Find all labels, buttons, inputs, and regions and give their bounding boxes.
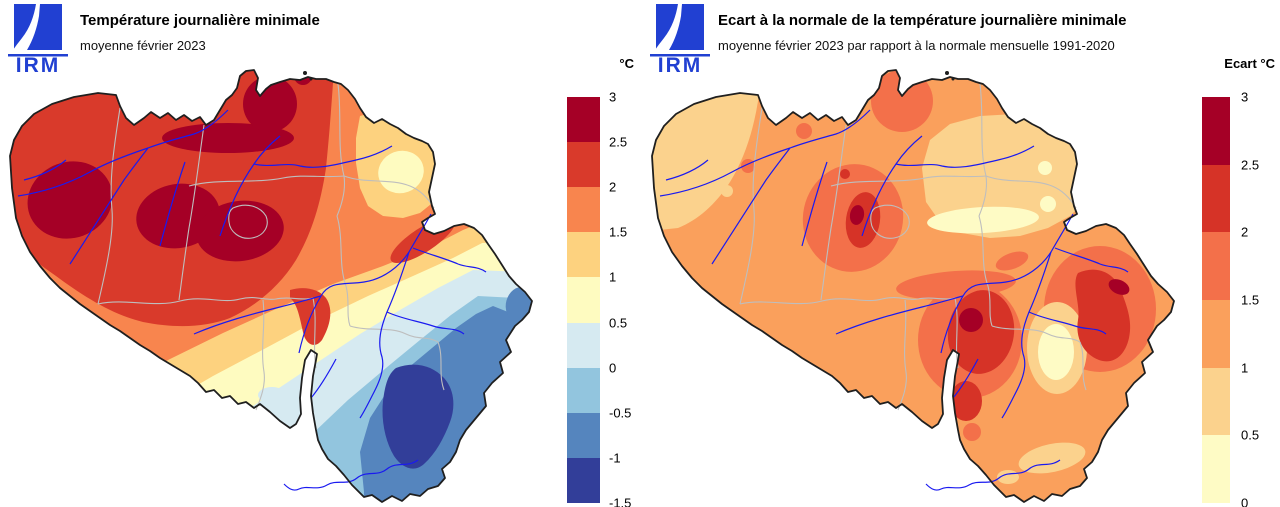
colorbar-tick-label: -0.5	[609, 405, 632, 421]
colorbar-segment	[567, 187, 600, 233]
zone-tan-spot	[721, 185, 733, 197]
irm-logo-rule	[650, 54, 710, 57]
colorbar-tick-label: 3	[1241, 89, 1249, 105]
zone-hautes-fagnes-blue	[505, 287, 532, 321]
colorbar-tick-label: 3	[609, 89, 617, 105]
colorbar-segment	[1202, 299, 1230, 368]
colorbar-tick-label: 1	[609, 269, 617, 285]
colorbar-segment	[1202, 232, 1230, 300]
colorbar-swatches	[567, 97, 600, 503]
colorbar-tick-label: 0.5	[1241, 427, 1260, 443]
colorbar-tick-label: 2	[1241, 224, 1249, 240]
irm-logo-text: IRM	[16, 54, 61, 74]
right-legend-title: Ecart °C	[1224, 56, 1275, 71]
zone-dark-blue-core	[382, 364, 454, 469]
colorbar-tick-label: 0	[1241, 495, 1249, 507]
irm-logo-swoosh	[655, 4, 682, 50]
zone-red-central	[845, 192, 881, 248]
zone-dark-red-saint-hubert	[959, 308, 983, 332]
colorbar-segment	[567, 367, 600, 413]
right-map-title: Ecart à la normale de la température jou…	[718, 12, 1127, 29]
zone-dark-orange-antwerp	[871, 70, 933, 132]
irm-logo-swoosh	[13, 4, 40, 50]
map-ecart-normale	[651, 69, 1175, 503]
zone-dark-orange-meuse	[995, 251, 1029, 271]
zone-dark-red-central	[849, 205, 865, 225]
colorbar-tick-label: -1.5	[609, 495, 632, 507]
colorbar-segment	[1202, 367, 1230, 436]
ecart-colorbar: 3 2.5 2 1.5 1 0.5 0	[1202, 90, 1259, 507]
left-map-subtitle: moyenne février 2023	[80, 38, 206, 53]
colorbar-segment	[1202, 164, 1230, 233]
zone-dark-orange-spot	[796, 123, 812, 139]
colorbar-segment	[1202, 435, 1230, 503]
colorbar-segment	[567, 97, 600, 143]
colorbar-segment	[1202, 97, 1230, 165]
zone-pale-blue-spot	[258, 387, 286, 403]
colorbar-tick-label: 1.5	[609, 224, 628, 240]
irm-logo-rule	[8, 54, 68, 57]
colorbar-tick-label: -1	[609, 450, 621, 466]
colorbar-segment	[567, 277, 600, 323]
colorbar-segment	[567, 142, 600, 188]
zone-pale-yellow-band	[927, 206, 1039, 234]
zone-dark-red-central-2	[196, 200, 284, 262]
zone-dark-orange-spot	[963, 423, 981, 441]
colorbar-tick-label: 2.5	[609, 134, 628, 150]
colorbar-tick-label: 1	[1241, 360, 1249, 376]
colorbar-tick-label: 0.5	[609, 315, 628, 331]
zone-dark-red-west	[27, 161, 113, 239]
left-legend-title: °C	[619, 56, 634, 71]
zone-campine-pale-yellow	[378, 150, 424, 194]
map-temperature-minimale	[9, 69, 533, 503]
colorbar-tick-label: 0	[609, 360, 617, 376]
temperature-colorbar: 3 2.5 2 1.5 1 0.5 0 -0.5 -1 -1.5	[567, 90, 631, 507]
zone-dark-red-antwerp-horn	[243, 76, 297, 132]
zone-dark-orange-spot	[826, 238, 836, 248]
right-map-subtitle: moyenne février 2023 par rapport à la no…	[718, 38, 1115, 53]
irm-logo: IRM	[650, 4, 710, 74]
irm-logo-text: IRM	[658, 54, 703, 74]
colorbar-tick-label: 1.5	[1241, 292, 1260, 308]
colorbar-segment	[567, 232, 600, 278]
zone-red-spot	[840, 169, 850, 179]
colorbar-segment	[567, 412, 600, 458]
zone-pale-yellow-spot	[1038, 161, 1052, 175]
zone-pale-yellow-spot	[1040, 196, 1056, 212]
colorbar-tick-label: 2	[609, 179, 617, 195]
zone-dark-red-top-band	[162, 123, 294, 153]
left-map-title: Température journalière minimale	[80, 12, 320, 29]
colorbar-swatches	[1202, 97, 1230, 503]
colorbar-tick-label: 2.5	[1241, 157, 1260, 173]
colorbar-segment	[567, 457, 600, 503]
colorbar-segment	[567, 322, 600, 368]
irm-logo: IRM	[8, 4, 68, 74]
zone-dark-red-east	[1108, 279, 1130, 295]
